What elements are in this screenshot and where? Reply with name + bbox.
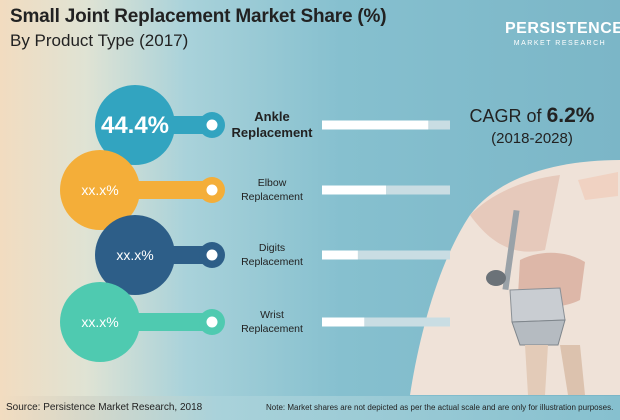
cagr-prefix: CAGR of xyxy=(469,106,542,126)
category-label-line: Replacement xyxy=(241,191,303,203)
category-label: Elbow Replacement xyxy=(222,176,322,204)
category-label-line: Wrist xyxy=(260,309,284,321)
segment-connector xyxy=(100,313,212,331)
segment-knob-dot xyxy=(206,184,218,196)
bar-track xyxy=(322,250,450,260)
segment-knob-dot xyxy=(206,249,218,261)
source-text: Source: Persistence Market Research, 201… xyxy=(6,402,203,413)
value-label: xx.x% xyxy=(116,247,153,263)
segment-connector xyxy=(135,116,212,134)
cagr-period: (2018-2028) xyxy=(491,130,573,147)
category-label-line: Ankle xyxy=(254,109,290,124)
cagr-value: 6.2% xyxy=(546,104,595,127)
disclaimer-note: Note: Market shares are not depicted as … xyxy=(266,403,614,412)
brand-logo: PERSISTENCE MARKET RESEARCH xyxy=(505,20,620,47)
logo-line1: PERSISTENCE xyxy=(505,20,620,37)
bar-fill xyxy=(322,120,429,130)
category-label: Wrist Replacement xyxy=(222,308,322,336)
category-label: Digits Replacement xyxy=(222,241,322,269)
category-label: Ankle Replacement xyxy=(222,109,322,141)
segment-connector xyxy=(100,181,212,199)
segment-connector xyxy=(135,246,212,264)
category-label-line: Replacement xyxy=(241,323,303,335)
segment-knob-dot xyxy=(206,316,218,328)
bar-track xyxy=(322,317,450,327)
logo-line2: MARKET RESEARCH xyxy=(513,40,607,47)
bar-fill xyxy=(322,250,358,260)
market-share-chart: 44.4% xx.x% xx.x% xx.x% xyxy=(60,85,620,395)
footer-bar xyxy=(0,396,620,420)
cagr-text: CAGR of 6.2% xyxy=(452,104,612,128)
chart-title: Small Joint Replacement Market Share (%) xyxy=(10,6,387,27)
value-label: xx.x% xyxy=(81,182,118,198)
bar-fill xyxy=(322,185,386,195)
chart-subtitle: By Product Type (2017) xyxy=(10,31,189,50)
category-label-line: Digits xyxy=(258,242,286,254)
category-label-line: Replacement xyxy=(231,125,313,140)
category-label-line: Replacement xyxy=(241,256,303,268)
wrist-implant-illustration xyxy=(410,160,620,395)
bar-fill xyxy=(322,317,365,327)
category-label-line: Elbow xyxy=(257,177,287,189)
segment-knob-dot xyxy=(206,119,218,131)
value-label: xx.x% xyxy=(81,314,118,330)
value-label: 44.4% xyxy=(101,112,169,139)
